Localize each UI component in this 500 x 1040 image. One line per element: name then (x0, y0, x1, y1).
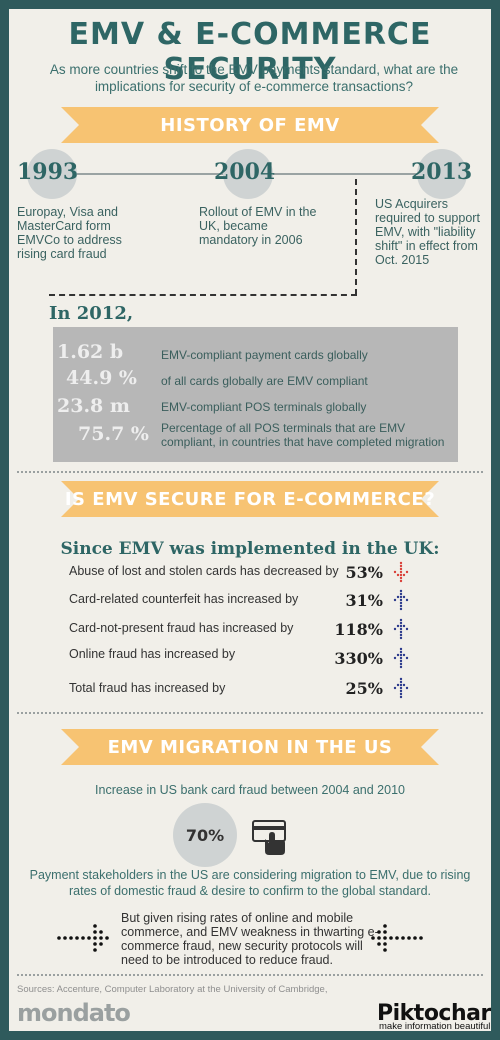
stats-box: 1.62 b EMV-compliant payment cards globa… (53, 327, 458, 462)
event-2004-text: Rollout of EMV in the UK, became mandato… (199, 205, 317, 247)
stat-desc: of all cards globally are EMV compliant (161, 374, 368, 388)
arrow-right-icon (57, 924, 109, 952)
us-increase-label: Increase in US bank card fraud between 2… (95, 783, 405, 797)
uk-row-label: Abuse of lost and stolen cards has decre… (69, 564, 339, 578)
uk-row-pct: 330% (334, 649, 383, 668)
dashed-connector-horizontal (49, 294, 357, 296)
history-banner: HISTORY OF EMV (61, 107, 439, 143)
card-payment-icon (252, 820, 286, 855)
stat-value: 23.8 m (57, 395, 130, 417)
arrow-up-icon (393, 677, 409, 699)
stat-value: 75.7 % (78, 423, 149, 445)
us-banner-label: EMV MIGRATION IN THE US (107, 736, 393, 758)
piktochart-tagline: make information beautiful (379, 1021, 491, 1031)
uk-row-pct: 31% (345, 591, 383, 610)
sources-text: Sources: Accenture, Computer Laboratory … (17, 984, 328, 995)
us-increase-value: 70% (173, 803, 237, 867)
uk-row-pct: 118% (334, 620, 383, 639)
section-divider (17, 471, 483, 473)
arrow-up-icon (393, 647, 409, 669)
year-circle-2004 (223, 149, 273, 199)
section-divider (17, 974, 483, 976)
event-2013-text: US Acquirers required to support EMV, wi… (375, 197, 480, 267)
stat-desc: Percentage of all POS terminals that are… (161, 421, 445, 449)
secure-banner: IS EMV SECURE FOR E-COMMERCE? (61, 481, 439, 517)
year-circle-2013 (417, 149, 467, 199)
year-circle-1993 (27, 149, 77, 199)
uk-row-pct: 53% (345, 563, 383, 582)
stat-value: 44.9 % (66, 367, 137, 389)
history-banner-label: HISTORY OF EMV (160, 114, 340, 136)
stats-heading: In 2012, (49, 303, 134, 324)
us-conclusion-text: But given rising rates of online and mob… (121, 911, 379, 967)
arrow-up-icon (393, 589, 409, 611)
section-divider (17, 712, 483, 714)
uk-row-label: Card-not-present fraud has increased by (69, 621, 294, 635)
mondato-logo: mondato (17, 999, 131, 1027)
event-1993-text: Europay, Visa and MasterCard form EMVCo … (17, 205, 122, 261)
uk-row-label: Total fraud has increased by (69, 681, 226, 695)
stat-value: 1.62 b (57, 341, 124, 363)
page-subtitle: As more countries shift to the EMV payme… (49, 62, 459, 94)
year-1993: 1993 (17, 159, 79, 185)
uk-row-label: Online fraud has increased by (69, 647, 236, 661)
uk-heading: Since EMV was implemented in the UK: (60, 539, 440, 559)
arrow-up-icon (393, 618, 409, 640)
stat-desc: EMV-compliant payment cards globally (161, 348, 368, 362)
uk-row-label: Card-related counterfeit has increased b… (69, 592, 299, 606)
stat-desc: EMV-compliant POS terminals globally (161, 400, 367, 414)
uk-row-pct: 25% (345, 679, 383, 698)
piktochart-logo: Piktochart (377, 1001, 491, 1026)
year-2004: 2004 (214, 159, 276, 185)
year-2013: 2013 (411, 159, 473, 185)
arrow-down-icon (393, 561, 409, 583)
infographic: EMV & E-COMMERCE SECURITY As more countr… (9, 9, 491, 1031)
dashed-connector-vertical (355, 179, 357, 295)
us-banner: EMV MIGRATION IN THE US (61, 729, 439, 765)
page-title: EMV & E-COMMERCE SECURITY (68, 17, 432, 87)
secure-banner-label: IS EMV SECURE FOR E-COMMERCE? (64, 488, 436, 510)
us-stakeholders-text: Payment stakeholders in the US are consi… (29, 868, 471, 898)
arrow-left-icon (371, 924, 423, 952)
